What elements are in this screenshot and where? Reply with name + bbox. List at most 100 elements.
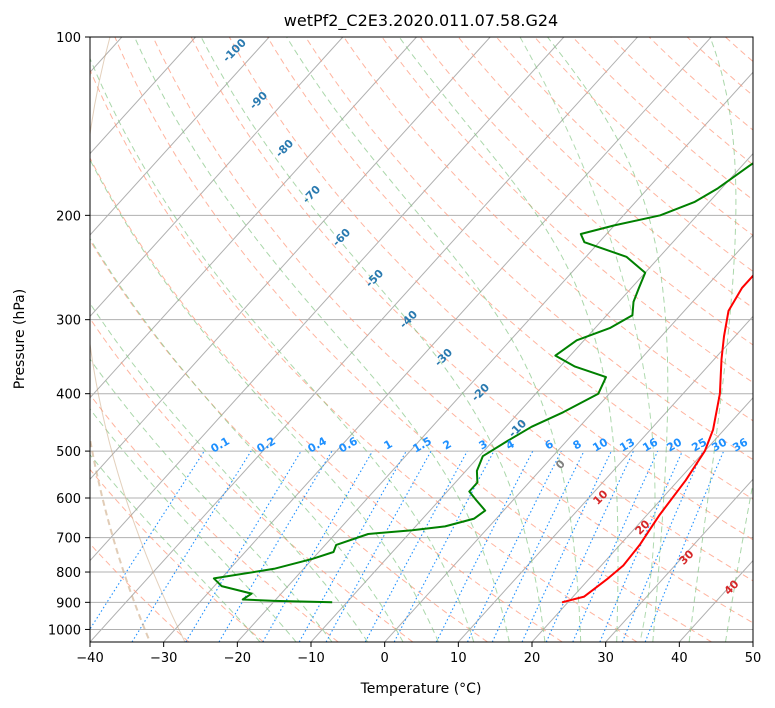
temperature-profile-line — [561, 274, 753, 604]
isotherm-line — [163, 37, 712, 642]
plot-frame — [89, 36, 754, 643]
y-tick-label: 1000 — [48, 623, 81, 638]
dry-adiabat-line — [90, 468, 264, 642]
dry-adiabat-line — [534, 37, 753, 237]
mixing-ratio-line — [325, 450, 432, 642]
mixing-ratio-line — [262, 450, 374, 642]
moist-adiabat-line — [200, 37, 546, 642]
dry-adiabat-line — [90, 393, 339, 642]
x-tick-label: −10 — [297, 651, 324, 666]
dry-adiabat-line — [686, 37, 753, 97]
x-tick-label: 40 — [671, 651, 688, 666]
dry-adiabat-line — [152, 37, 753, 624]
mixing-ratio-line — [218, 450, 333, 642]
isotherm-label: -20 — [469, 381, 492, 404]
y-tick-label: 900 — [56, 596, 81, 611]
isotherm-line — [236, 71, 753, 642]
mixing-ratio-label: 1 — [382, 437, 395, 452]
moist-adiabat-line — [547, 37, 669, 642]
isotherm-label: -10 — [506, 417, 529, 440]
isotherm-line — [752, 641, 753, 642]
dry-adiabat-line — [114, 37, 712, 642]
mixing-ratio-line — [599, 450, 683, 642]
axis-ticks: −40 −30 −20 −10 0 10 20 30 40 5010020030040050060… — [48, 31, 761, 666]
dry-adiabat-line — [381, 37, 753, 384]
x-tick-label: −40 — [76, 651, 103, 666]
dry-adiabat-line — [90, 317, 414, 642]
isotherm-line — [531, 397, 753, 642]
isotherm-line — [605, 478, 753, 642]
moist-adiabat-label: 30 — [677, 547, 697, 567]
dry-adiabat-line — [610, 37, 753, 166]
y-tick-label: 200 — [56, 209, 81, 224]
x-tick-label: 0 — [381, 651, 389, 666]
dry-adiabat-line — [648, 37, 753, 131]
mixing-ratio-label: 3 — [477, 437, 490, 452]
moist-adiabat-line — [286, 37, 582, 642]
dry-adiabat-line — [190, 37, 753, 582]
y-tick-label: 700 — [56, 532, 81, 547]
mixing-ratio-line — [621, 450, 704, 642]
y-tick-label: 600 — [56, 492, 81, 507]
mixing-ratio-line — [572, 450, 659, 642]
isotherm-line — [90, 37, 196, 155]
moist-adiabat-line — [90, 358, 333, 642]
isotherm-line — [90, 37, 270, 236]
chart-title: wetPf2_C2E3.2020.011.07.58.G24 — [284, 11, 558, 31]
y-tick-label: 300 — [56, 314, 81, 329]
dry-adiabat-line — [90, 68, 638, 642]
dewpoint-profile-line — [212, 162, 753, 604]
isotherm-label: -70 — [300, 183, 323, 206]
moist-adiabat-line — [90, 237, 404, 642]
isotherm-line — [90, 37, 417, 399]
mixing-ratio-label: 2 — [441, 437, 454, 452]
mixing-ratio-line — [491, 450, 585, 642]
y-tick-label: 100 — [56, 31, 81, 46]
mixing-ratio-line — [545, 450, 634, 642]
mixing-ratio-line — [467, 450, 562, 642]
moist-adiabat-line — [90, 158, 439, 642]
isotherm-line — [90, 37, 491, 480]
moist-adiabat-label: 40 — [722, 577, 742, 597]
moist-adiabat-label: 20 — [633, 517, 653, 537]
mixing-ratio-line — [185, 450, 302, 642]
mixing-ratio-line — [521, 450, 612, 642]
moist-adiabat-line — [90, 57, 475, 642]
isotherm-line — [90, 37, 565, 562]
y-tick-label: 800 — [56, 566, 81, 581]
moist-adiabat-line — [90, 302, 369, 642]
x-tick-label: −30 — [150, 651, 177, 666]
x-tick-label: −20 — [224, 651, 251, 666]
mixing-ratio-line — [393, 450, 495, 642]
isotherm-line — [384, 234, 753, 642]
dry-adiabat-line — [90, 543, 190, 642]
dry-adiabat-line — [725, 37, 753, 63]
y-tick-label: 400 — [56, 388, 81, 403]
x-tick-label: 30 — [597, 651, 614, 666]
mixing-ratio-line — [131, 450, 252, 642]
moist-adiabat-line — [134, 37, 510, 642]
moist-adiabat-line — [90, 408, 297, 642]
isotherm-line — [457, 315, 753, 642]
moist-adiabat-line — [688, 37, 737, 642]
x-tick-label: 20 — [524, 651, 541, 666]
isotherm-label: -90 — [247, 89, 270, 112]
mixing-ratio-label: 0.6 — [337, 434, 361, 455]
dry-adiabat-line — [457, 37, 753, 309]
dry-arc-line — [90, 73, 151, 642]
dry-arc-line — [90, 37, 186, 642]
isotherm-label: -50 — [363, 267, 386, 290]
isotherm-line — [310, 152, 753, 642]
mixing-ratio-label: 8 — [571, 437, 584, 452]
isotherm-line — [90, 37, 638, 642]
mixing-ratio-label: 0.1 — [209, 434, 232, 455]
mixing-ratio-label: 0.4 — [306, 434, 330, 455]
moist-adiabat-label: 10 — [591, 487, 611, 507]
x-tick-label: 10 — [450, 651, 467, 666]
dry-adiabat-line — [572, 37, 753, 201]
y-tick-label: 500 — [56, 445, 81, 460]
isotherm-label: -40 — [397, 308, 420, 331]
dry-adiabat-line — [419, 37, 753, 346]
dry-adiabat-line — [267, 37, 753, 500]
